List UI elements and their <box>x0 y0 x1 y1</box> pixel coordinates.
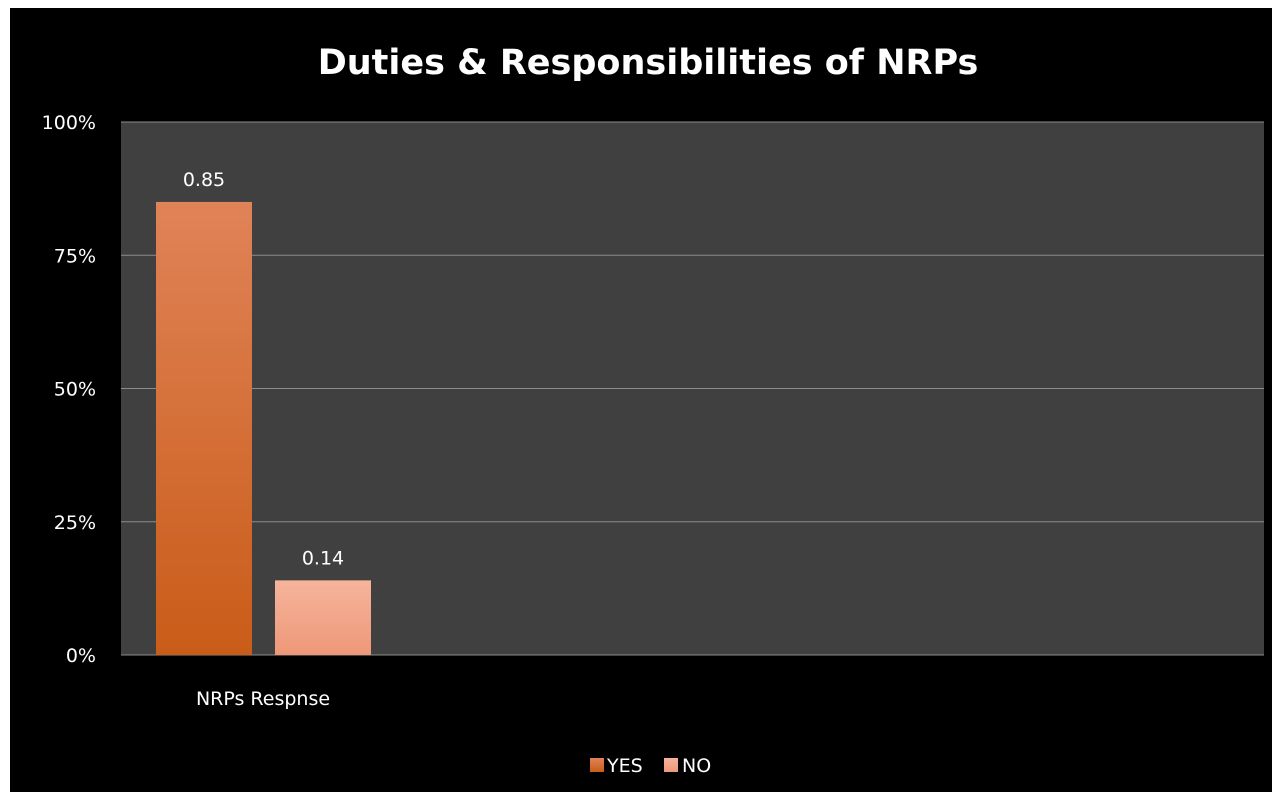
bar-yes-data-label: 0.85 <box>183 169 225 191</box>
legend-label-yes: YES <box>606 755 643 777</box>
legend-label-no: NO <box>682 755 711 777</box>
y-tick-label: 100% <box>42 112 96 134</box>
y-tick-label: 25% <box>54 512 96 534</box>
bar-no-data-label: 0.14 <box>302 547 344 569</box>
bars <box>156 201 371 655</box>
bar-no <box>275 580 371 655</box>
y-tick-label: 0% <box>66 645 96 667</box>
bar-yes <box>156 201 252 655</box>
legend-swatch-yes <box>590 758 604 772</box>
y-axis: 0% 25% 50% 75% 100% <box>42 112 96 667</box>
y-tick-label: 75% <box>54 245 96 267</box>
legend: YES NO <box>590 755 711 777</box>
x-tick-label: NRPs Respnse <box>196 688 330 710</box>
data-labels: 0.85 0.14 <box>183 169 344 569</box>
legend-swatch-no <box>664 758 678 772</box>
y-tick-label: 50% <box>54 379 96 401</box>
chart-title: Duties & Responsibilities of NRPs <box>318 43 979 83</box>
